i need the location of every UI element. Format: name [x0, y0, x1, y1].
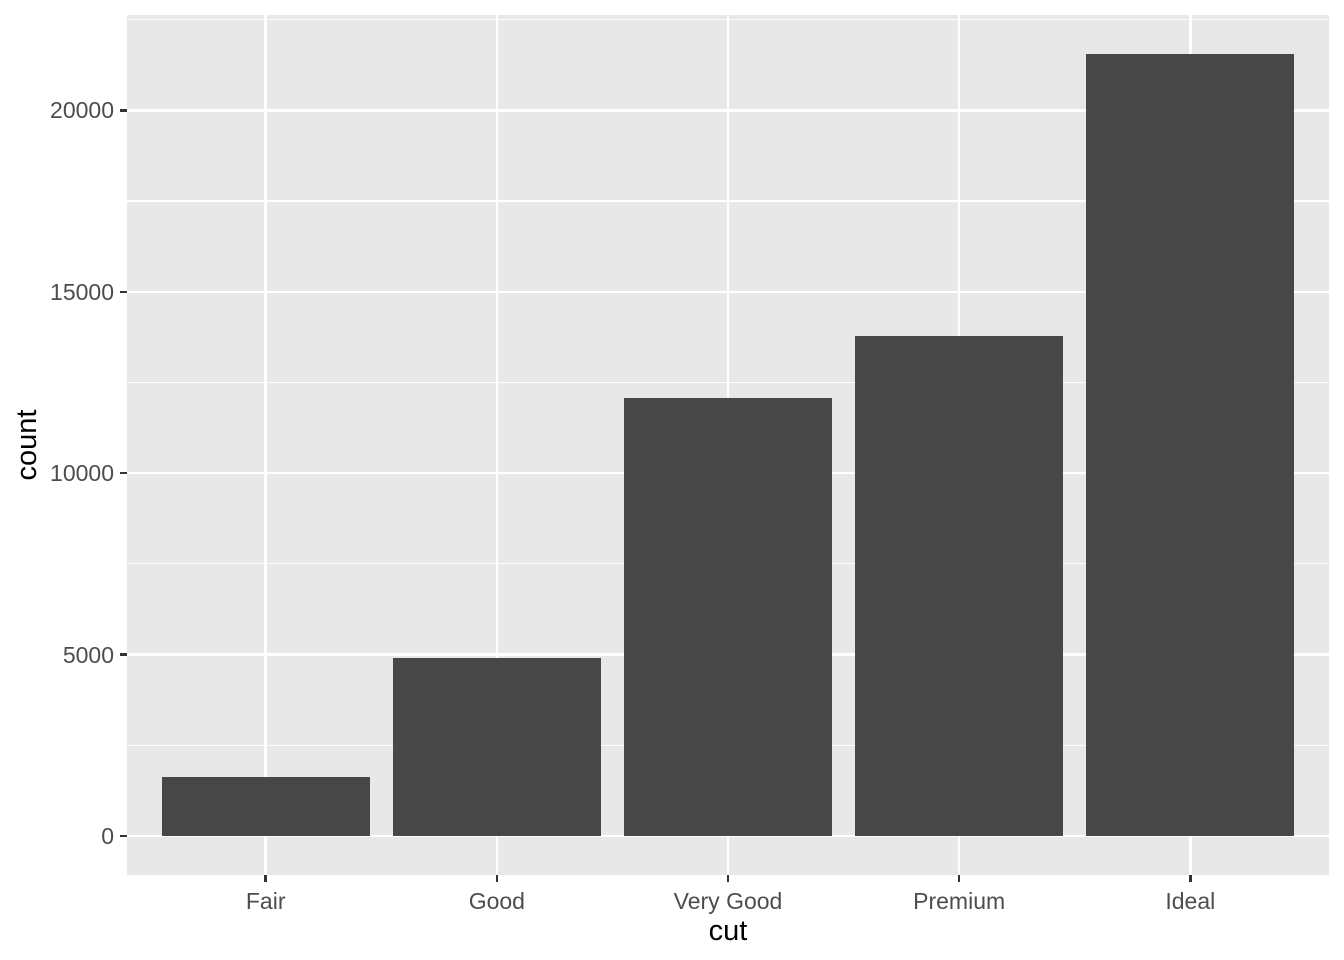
bar-fair — [161, 777, 370, 836]
y-tick-mark — [120, 471, 127, 475]
x-tick-label: Premium — [913, 888, 1006, 914]
bar-good — [392, 657, 601, 836]
bar-premium — [855, 335, 1064, 836]
y-tick-label: 10000 — [50, 460, 114, 487]
y-axis-title: count — [11, 409, 43, 481]
x-tick-label: Ideal — [1165, 888, 1216, 914]
major-gridline — [495, 15, 499, 875]
y-tick-label: 5000 — [62, 641, 114, 668]
x-tick-label: Fair — [245, 888, 286, 914]
x-tick-label: Very Good — [673, 888, 783, 914]
major-gridline — [264, 15, 267, 875]
plot-panel — [127, 15, 1329, 875]
y-tick-label: 0 — [101, 822, 114, 849]
x-tick-mark — [264, 875, 267, 882]
x-tick-mark — [726, 875, 730, 882]
x-tick-mark — [495, 875, 499, 882]
x-tick-label: Good — [468, 888, 525, 914]
y-tick-label: 15000 — [50, 278, 114, 305]
y-tick-mark — [120, 290, 127, 293]
y-tick-mark — [120, 834, 127, 838]
y-tick-mark — [120, 653, 127, 656]
x-tick-mark — [957, 875, 961, 882]
x-tick-mark — [1189, 875, 1192, 882]
y-tick-mark — [120, 109, 127, 112]
y-tick-label: 20000 — [50, 97, 114, 124]
bar-ideal — [1086, 54, 1295, 836]
bar-very-good — [623, 397, 832, 836]
x-axis-title: cut — [708, 915, 748, 947]
